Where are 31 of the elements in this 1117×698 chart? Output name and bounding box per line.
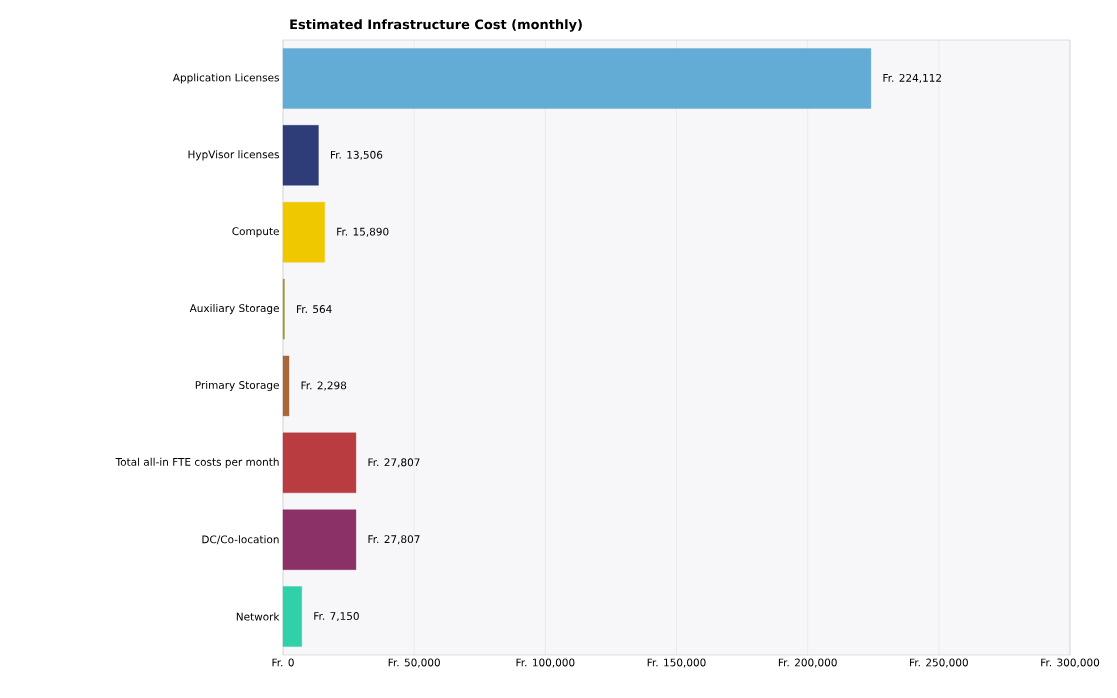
bar [282,125,319,186]
y-tick-label: Auxiliary Storage [189,304,279,315]
data-label: Fr. 15,890 [337,227,389,237]
chart-title: Estimated Infrastructure Cost (monthly) [290,19,582,32]
bar [282,202,325,263]
y-tick-label: Compute [232,227,279,238]
y-tick-label: Application Licenses [172,73,279,84]
data-label: Fr. 13,506 [330,150,383,160]
y-tick-label: DC/Co-location [202,535,279,545]
bar [282,355,290,417]
data-label: Fr. 27,807 [368,458,420,468]
y-tick-label: Primary Storage [195,380,279,391]
y-tick-label: Total all-in FTE costs per month [115,457,279,468]
data-label: Fr. 224,112 [883,73,941,83]
x-tick-label: Fr. 50,000 [388,658,440,668]
data-label: Fr. 27,807 [368,535,420,545]
y-tick-label: HypVisor licenses [188,150,279,161]
x-tick-label: Fr. 300,000 [1041,658,1100,668]
x-tick-label: Fr. 100,000 [516,658,575,668]
data-label: Fr. 564 [297,305,332,314]
bar [282,586,302,647]
x-tick-label: Fr. 150,000 [647,658,706,668]
data-label: Fr. 2,298 [301,381,347,391]
bar [282,432,357,493]
data-label: Fr. 7,150 [314,612,359,622]
bar [282,48,872,109]
x-tick-label: Fr. 250,000 [910,658,968,668]
y-tick-label: Network [236,612,280,621]
x-tick-label: Fr. 200,000 [778,658,837,668]
x-tick-label: Fr. 0 [272,658,294,667]
bar [282,509,357,570]
